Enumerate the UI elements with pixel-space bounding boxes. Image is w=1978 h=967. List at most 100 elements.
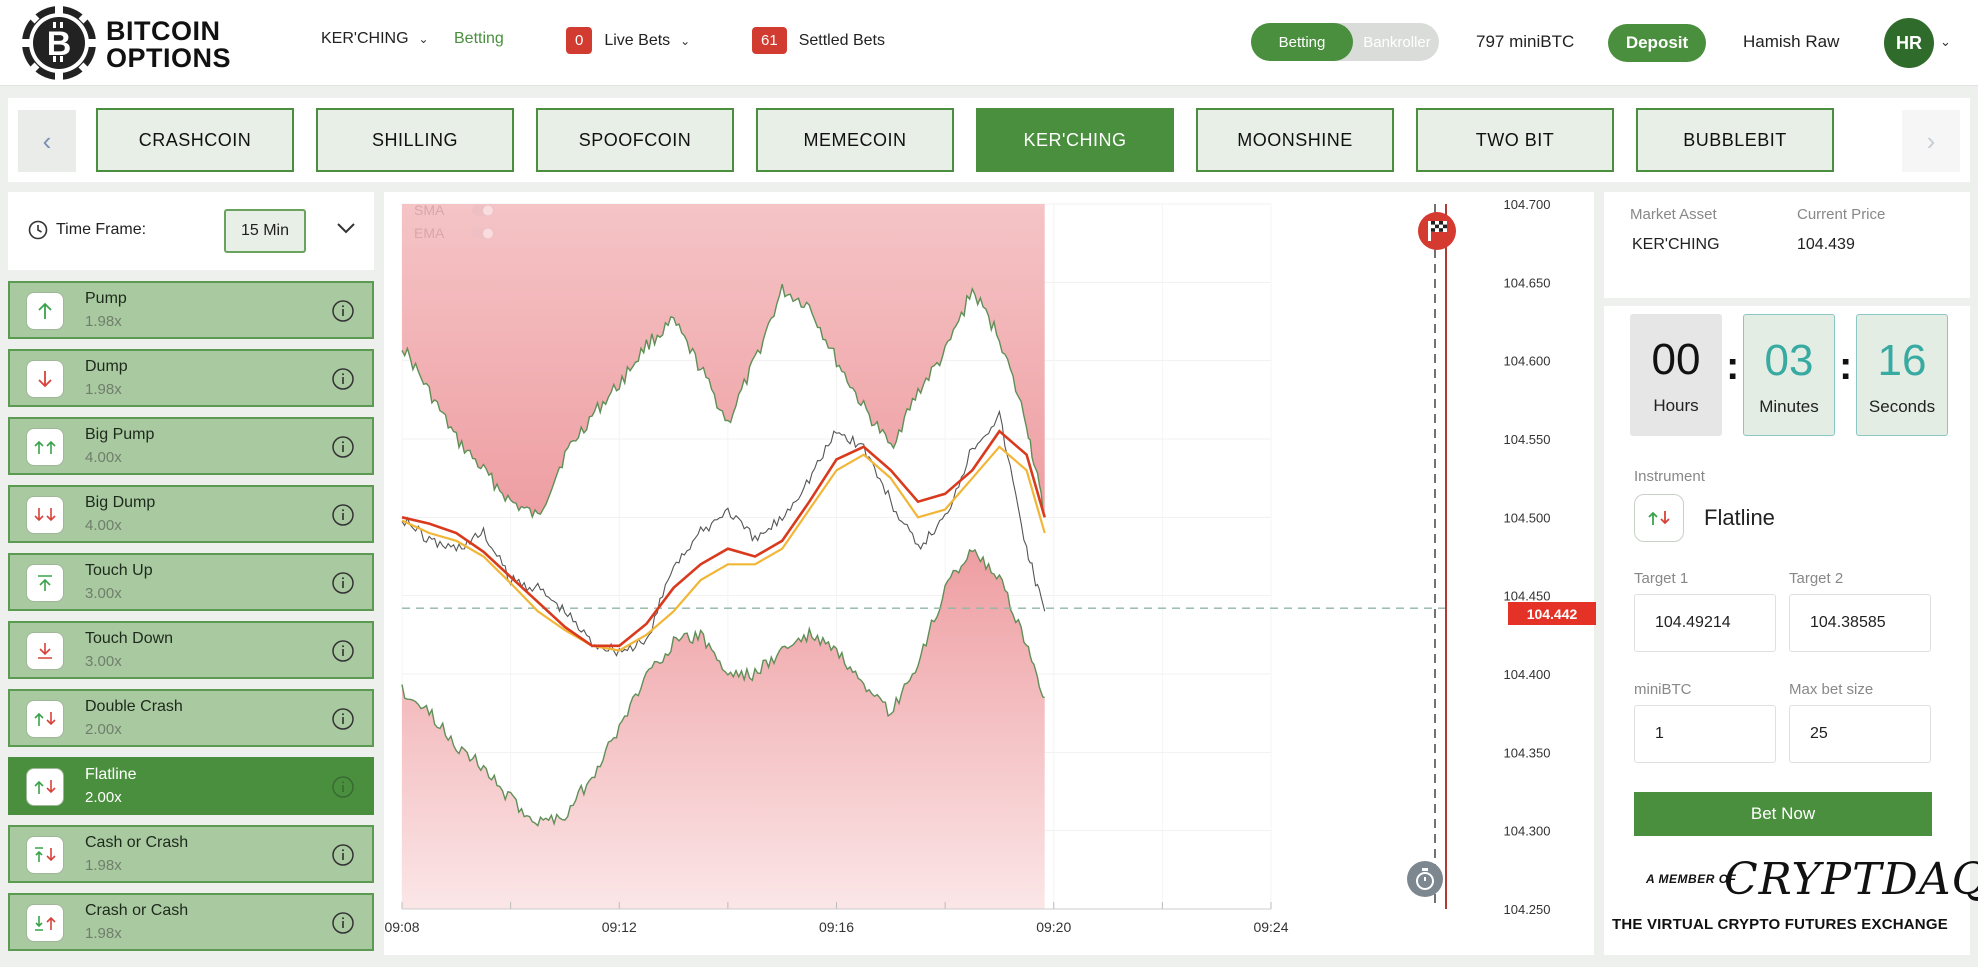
chevron-down-icon[interactable]: ⌄ [1940, 34, 1951, 49]
chevron-down-icon[interactable] [334, 216, 358, 240]
instrument-crash-or-cash[interactable]: Crash or Cash 1.98x [8, 893, 374, 951]
instrument-dump[interactable]: Dump 1.98x [8, 349, 374, 407]
time-frame-select[interactable]: 15 Min [224, 209, 306, 253]
deposit-button[interactable]: Deposit [1608, 24, 1706, 62]
bet-now-button[interactable]: Bet Now [1634, 792, 1932, 836]
settled-bets-count: 61 [752, 27, 787, 54]
flatline-icon [26, 768, 64, 806]
info-icon[interactable] [331, 435, 355, 459]
countdown-separator: : [1839, 344, 1853, 388]
tabs-prev-arrow[interactable]: ‹ [18, 110, 76, 172]
instrument-list: Pump 1.98x Dump 1.98x Big Pump 4.00x Big… [8, 281, 374, 961]
x-tick-label: 09:12 [602, 919, 637, 935]
live-bets-label: Live Bets [604, 31, 671, 49]
mode-bankroller[interactable]: Bankroller [1363, 33, 1431, 51]
bitcoin-chip-icon: B [22, 6, 96, 80]
stake-field[interactable]: 1 [1634, 705, 1776, 763]
live-bets-menu[interactable]: 0 Live Bets ⌄ [566, 27, 690, 54]
y-tick-label: 104.450 [1504, 589, 1551, 604]
info-icon[interactable] [331, 503, 355, 527]
tab-shilling[interactable]: SHILLING [316, 108, 514, 172]
instrument-touch-up[interactable]: Touch Up 3.00x [8, 553, 374, 611]
member-of-text: A MEMBER OF [1646, 872, 1737, 886]
instrument-multiplier: 1.98x [85, 381, 122, 398]
countdown-seconds-label: Seconds [1868, 397, 1936, 416]
countdown-seconds-value: 16 [1877, 336, 1927, 385]
tab-spoofcoin[interactable]: SPOOFCOIN [536, 108, 734, 172]
instrument-multiplier: 1.98x [85, 857, 122, 874]
x-tick-label: 09:20 [1036, 919, 1071, 935]
instrument-cash-or-crash[interactable]: Cash or Crash 1.98x [8, 825, 374, 883]
y-tick-label: 104.650 [1504, 275, 1551, 290]
betting-link[interactable]: Betting [454, 30, 504, 48]
info-icon[interactable] [331, 367, 355, 391]
tab-two-bit[interactable]: TWO BIT [1416, 108, 1614, 172]
time-frame-label: Time Frame: [28, 220, 146, 240]
countdown-hours-label: Hours [1653, 396, 1699, 415]
target1-field[interactable]: 104.49214 [1634, 594, 1776, 652]
avatar[interactable]: HR [1884, 18, 1934, 68]
max-bet-field[interactable]: 25 [1789, 705, 1931, 763]
settled-bets-link[interactable]: 61 Settled Bets [752, 27, 885, 54]
arrow-down-icon [26, 360, 64, 398]
instrument-big-dump[interactable]: Big Dump 4.00x [8, 485, 374, 543]
tab-memecoin[interactable]: MEMECOIN [756, 108, 954, 172]
asset-tabs: ‹ CRASHCOIN SHILLING SPOOFCOIN MEMECOIN … [8, 98, 1970, 182]
legend-ema-knob [483, 228, 493, 239]
countdown-minutes: 03 Minutes [1743, 314, 1835, 436]
timer-icon[interactable] [1407, 861, 1443, 897]
tab-bubblebit[interactable]: BUBBLEBIT [1636, 108, 1834, 172]
tabs-next-arrow[interactable]: › [1902, 110, 1960, 172]
instrument-pump[interactable]: Pump 1.98x [8, 281, 374, 339]
clock-icon [28, 220, 48, 240]
info-icon[interactable] [331, 843, 355, 867]
settled-bets-label: Settled Bets [798, 31, 885, 49]
y-tick-label: 104.300 [1504, 824, 1551, 839]
max-bet-label: Max bet size [1789, 681, 1874, 698]
upper-band-area [402, 204, 1045, 518]
instrument-multiplier: 4.00x [85, 517, 122, 534]
time-frame-text: Time Frame: [56, 221, 147, 238]
brand-logo[interactable]: B BITCOIN OPTIONS [18, 4, 258, 82]
betting-link-label: Betting [454, 30, 504, 47]
current-price-badge: 104.442 [1508, 602, 1596, 625]
ema-line [401, 445, 1046, 652]
touch-down-icon [26, 632, 64, 670]
instrument-multiplier: 2.00x [85, 789, 122, 806]
instrument-big-pump[interactable]: Big Pump 4.00x [8, 417, 374, 475]
info-icon[interactable] [331, 299, 355, 323]
tab-crashcoin[interactable]: CRASHCOIN [96, 108, 294, 172]
price-chart[interactable]: 104.700 104.650 104.600 104.550 104.500 104.4… [384, 192, 1594, 955]
info-icon[interactable] [331, 571, 355, 595]
instrument-touch-down[interactable]: Touch Down 3.00x [8, 621, 374, 679]
info-icon[interactable] [331, 775, 355, 799]
asset-selector-label: KER'CHING [321, 30, 409, 47]
svg-text:B: B [47, 25, 72, 63]
brand-line-1: BITCOIN [106, 16, 221, 46]
countdown-hours: 00 Hours [1630, 314, 1722, 436]
y-tick-label: 104.500 [1504, 510, 1551, 525]
instrument-name: Double Crash [85, 698, 183, 715]
tab-kerching[interactable]: KER'CHING [976, 108, 1174, 172]
double-crash-icon [26, 700, 64, 738]
checkered-flag-icon[interactable] [1418, 212, 1456, 250]
info-icon[interactable] [331, 911, 355, 935]
info-icon[interactable] [331, 639, 355, 663]
info-icon[interactable] [331, 707, 355, 731]
tab-moonshine[interactable]: MOONSHINE [1196, 108, 1394, 172]
bet-panel: 00 Hours : 03 Minutes : 16 Seconds Instr… [1604, 306, 1978, 955]
cryptdaq-logo: CRYPTDAQ [1724, 854, 1978, 905]
asset-selector[interactable]: KER'CHING ⌄ [321, 30, 429, 48]
instrument-multiplier: 1.98x [85, 313, 122, 330]
mode-betting[interactable]: Betting [1251, 23, 1353, 61]
y-tick-label: 104.550 [1504, 432, 1551, 447]
user-name[interactable]: Hamish Raw [1743, 32, 1840, 51]
touch-up-icon [26, 564, 64, 602]
target2-field[interactable]: 104.38585 [1789, 594, 1931, 652]
instrument-flatline[interactable]: Flatline 2.00x [8, 757, 374, 815]
instrument-multiplier: 4.00x [85, 449, 122, 466]
mode-toggle[interactable]: Betting Bankroller [1251, 23, 1439, 61]
y-tick-label: 104.350 [1504, 745, 1551, 760]
instrument-double-crash[interactable]: Double Crash 2.00x [8, 689, 374, 747]
